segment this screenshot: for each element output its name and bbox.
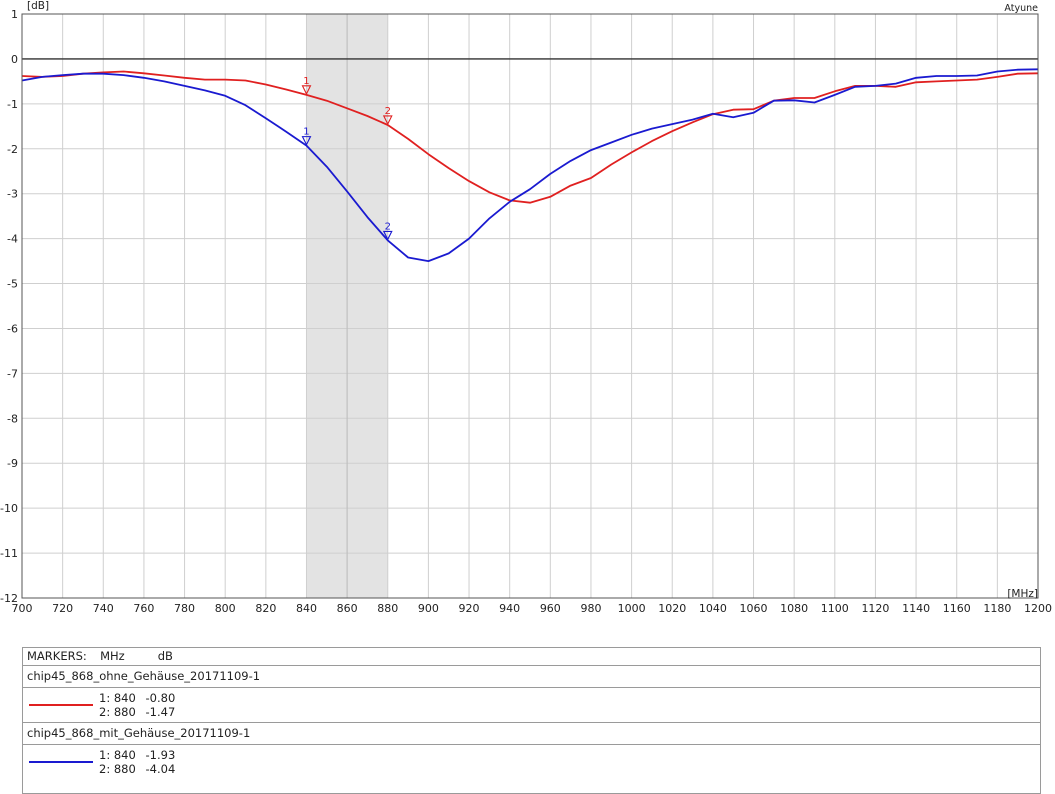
legend-marker-x: 840 [113,748,136,762]
y-tick-label: -3 [7,188,18,201]
x-axis-label: [MHz] [1007,588,1038,600]
legend-marker-x: 840 [113,691,136,705]
y-tick-label: 1 [11,8,18,21]
legend-marker-y: -1.93 [145,748,176,762]
x-tick-label: 940 [499,602,520,615]
series-layer [21,68,1039,263]
y-tick-label: -5 [7,278,18,291]
series-line-0 [21,70,1039,204]
y-tick-label: -12 [0,592,18,605]
legend-marker-y: -0.80 [145,691,176,705]
legend-series-1: chip45_868_mit_Gehäuse_20171109-1 1: 840… [23,723,1040,779]
legend-marker-id: 1: [99,748,111,762]
marker-label: 1 [303,76,309,87]
grid-layer [21,13,1039,599]
y-tick-label: -10 [0,502,18,515]
x-tick-label: 920 [459,602,480,615]
legend-header: MARKERS: MHz dB [23,648,1040,666]
legend-marker-x: 880 [113,705,136,719]
legend-marker-x: 880 [113,762,136,776]
y-tick-label: -7 [7,367,18,380]
marker-label: 2 [385,106,391,117]
legend-marker-y: -1.47 [145,705,176,719]
x-tick-label: 720 [52,602,73,615]
y-tick-label: -6 [7,322,18,335]
y-tick-label: 0 [11,53,18,66]
x-tick-label: 1120 [861,602,889,615]
y-tick-label: -11 [0,547,18,560]
x-tick-label: 980 [580,602,601,615]
legend-series-name: chip45_868_mit_Gehäuse_20171109-1 [23,723,1040,745]
x-tick-label: 1180 [983,602,1011,615]
x-tick-label: 1000 [618,602,646,615]
series-line-1 [21,68,1039,263]
x-tick-label: 1140 [902,602,930,615]
x-tick-label: 1200 [1024,602,1052,615]
x-tick-label: 1060 [740,602,768,615]
x-tick-label: 1040 [699,602,727,615]
plot-frame [21,13,1039,599]
legend-header-x-unit: MHz [100,649,125,663]
y-tick-label: -8 [7,412,18,425]
marker-label: 1 [303,127,309,138]
legend-marker-id: 2: [99,705,111,719]
legend-series-swatch [29,761,93,763]
y-tick-label: -1 [7,98,18,111]
corner-label: Atyune [1004,3,1038,14]
legend-marker-row: 1: 840 -1.93 [99,748,175,762]
x-tick-label: 1100 [821,602,849,615]
marker-triangle [382,230,393,241]
marker-layer: 1 2 1 2 [301,76,393,241]
legend-marker-row: 2: 880 -4.04 [99,762,175,776]
legend-marker-y: -4.04 [145,762,176,776]
axis-layer: 700 720 740 760 780 800 820 840 860 880 900 920 940 9… [0,8,1052,615]
marker-label: 2 [385,221,391,232]
x-tick-label: 860 [337,602,358,615]
marker-triangle [301,136,312,146]
markers-legend: MARKERS: MHz dB chip45_868_ohne_Gehäuse_… [22,647,1041,794]
y-tick-label: -4 [7,233,18,246]
x-tick-label: 820 [255,602,276,615]
x-tick-label: 1080 [780,602,808,615]
legend-marker-row: 2: 880 -1.47 [99,705,175,719]
legend-marker-id: 1: [99,691,111,705]
x-tick-label: 700 [12,602,33,615]
x-tick-label: 960 [540,602,561,615]
y-tick-label: -9 [7,457,18,470]
legend-marker-row: 1: 840 -0.80 [99,691,175,705]
x-tick-label: 1160 [943,602,971,615]
x-tick-label: 760 [133,602,154,615]
legend-series-name: chip45_868_ohne_Gehäuse_20171109-1 [23,666,1040,688]
x-tick-label: 880 [377,602,398,615]
marker-triangle [301,85,312,96]
legend-series-0: chip45_868_ohne_Gehäuse_20171109-1 1: 84… [23,666,1040,723]
marker-triangle [382,115,393,126]
line-chart: 1 2 1 2 700 720 740 760 780 800 820 840 860 880 900 92… [0,0,1052,615]
legend-header-y-unit: dB [157,649,173,663]
x-tick-label: 740 [93,602,114,615]
legend-series-swatch [29,704,93,706]
x-tick-label: 800 [215,602,236,615]
x-tick-label: 780 [174,602,195,615]
y-tick-label: -2 [7,143,18,156]
legend-header-title: MARKERS: [27,649,87,663]
x-tick-label: 900 [418,602,439,615]
x-tick-label: 840 [296,602,317,615]
x-tick-label: 1020 [658,602,686,615]
legend-marker-id: 2: [99,762,111,776]
y-axis-label: [dB] [27,0,49,12]
